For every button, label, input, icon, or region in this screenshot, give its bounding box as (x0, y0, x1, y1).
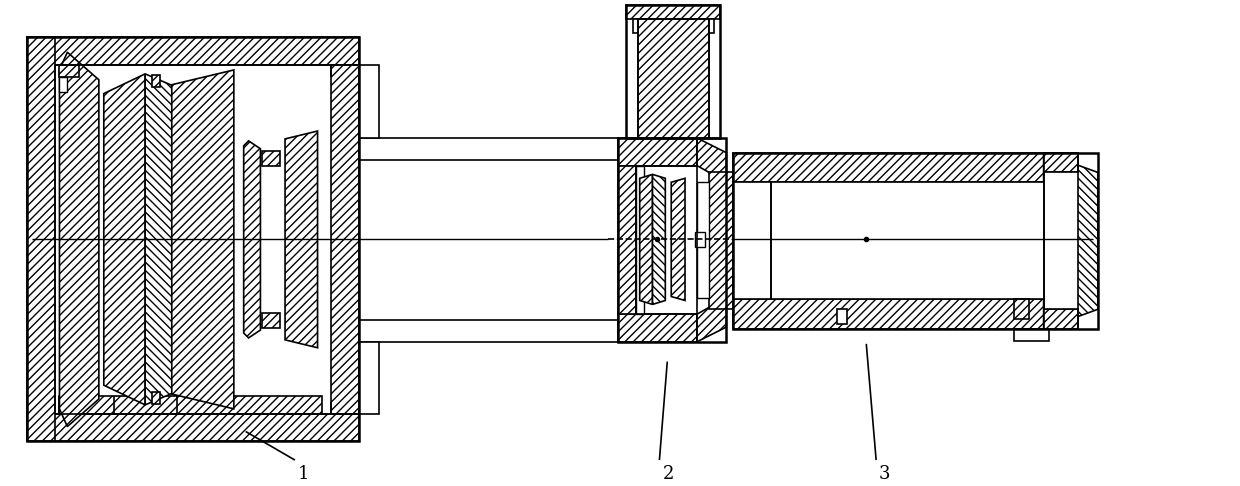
Polygon shape (60, 52, 99, 427)
Polygon shape (709, 19, 713, 33)
Bar (733, 153, 1097, 329)
Text: 2: 2 (662, 465, 673, 483)
Polygon shape (331, 65, 358, 414)
Polygon shape (618, 138, 697, 166)
Bar (60, 396, 322, 414)
Bar (697, 182, 709, 297)
Polygon shape (671, 178, 684, 300)
Polygon shape (640, 174, 652, 304)
Bar (626, 5, 720, 138)
Polygon shape (697, 138, 727, 182)
Bar (618, 138, 727, 342)
Bar (263, 313, 280, 328)
Polygon shape (1044, 309, 1078, 329)
Polygon shape (27, 37, 358, 65)
Polygon shape (285, 131, 317, 348)
Polygon shape (104, 74, 145, 405)
Bar (153, 392, 160, 404)
Polygon shape (358, 320, 618, 342)
Polygon shape (652, 174, 666, 304)
Bar (263, 151, 280, 166)
Polygon shape (358, 138, 618, 159)
Bar (60, 77, 67, 92)
Polygon shape (697, 297, 727, 342)
Polygon shape (358, 342, 378, 414)
Polygon shape (1044, 153, 1078, 173)
Polygon shape (709, 173, 733, 309)
Bar (153, 75, 160, 87)
Bar (27, 37, 358, 441)
Bar (733, 182, 1044, 299)
Polygon shape (637, 19, 709, 138)
Polygon shape (733, 299, 1078, 329)
Polygon shape (632, 19, 637, 33)
Polygon shape (27, 414, 358, 441)
Polygon shape (626, 5, 720, 19)
Text: 3: 3 (879, 465, 890, 483)
Polygon shape (358, 65, 378, 138)
Polygon shape (172, 70, 234, 409)
Polygon shape (618, 166, 636, 314)
Polygon shape (244, 141, 260, 338)
Polygon shape (27, 37, 55, 441)
Polygon shape (618, 314, 697, 342)
Polygon shape (1044, 153, 1097, 329)
Bar (1044, 173, 1078, 309)
Polygon shape (733, 153, 1078, 182)
Bar (837, 309, 847, 324)
Polygon shape (145, 74, 180, 405)
Bar (733, 182, 771, 299)
Bar (60, 65, 79, 77)
Bar (1014, 329, 1049, 341)
Text: 1: 1 (298, 465, 309, 483)
Bar (1014, 299, 1029, 319)
Bar (694, 231, 704, 247)
Bar (636, 166, 644, 314)
